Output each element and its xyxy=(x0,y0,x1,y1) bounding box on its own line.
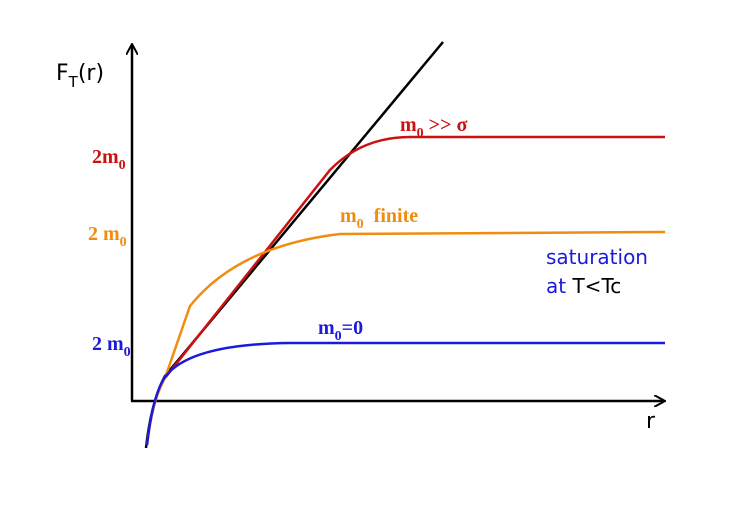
curve-zero-mass xyxy=(145,341,665,446)
curve-label: m0 >> σ xyxy=(400,114,467,141)
level-label: 2 m0 xyxy=(92,333,131,360)
level-label: 2 m0 xyxy=(88,223,127,250)
level-label: 2m0 xyxy=(92,146,126,173)
x-axis-label: r xyxy=(646,409,656,434)
linear-potential xyxy=(144,41,444,449)
y-axis-label: FT(r) xyxy=(56,61,104,91)
note: saturation xyxy=(546,245,648,269)
curve-label: m0=0 xyxy=(318,317,363,344)
curve-label: m0 finite xyxy=(340,205,418,232)
note: at T<Tc xyxy=(546,274,621,298)
